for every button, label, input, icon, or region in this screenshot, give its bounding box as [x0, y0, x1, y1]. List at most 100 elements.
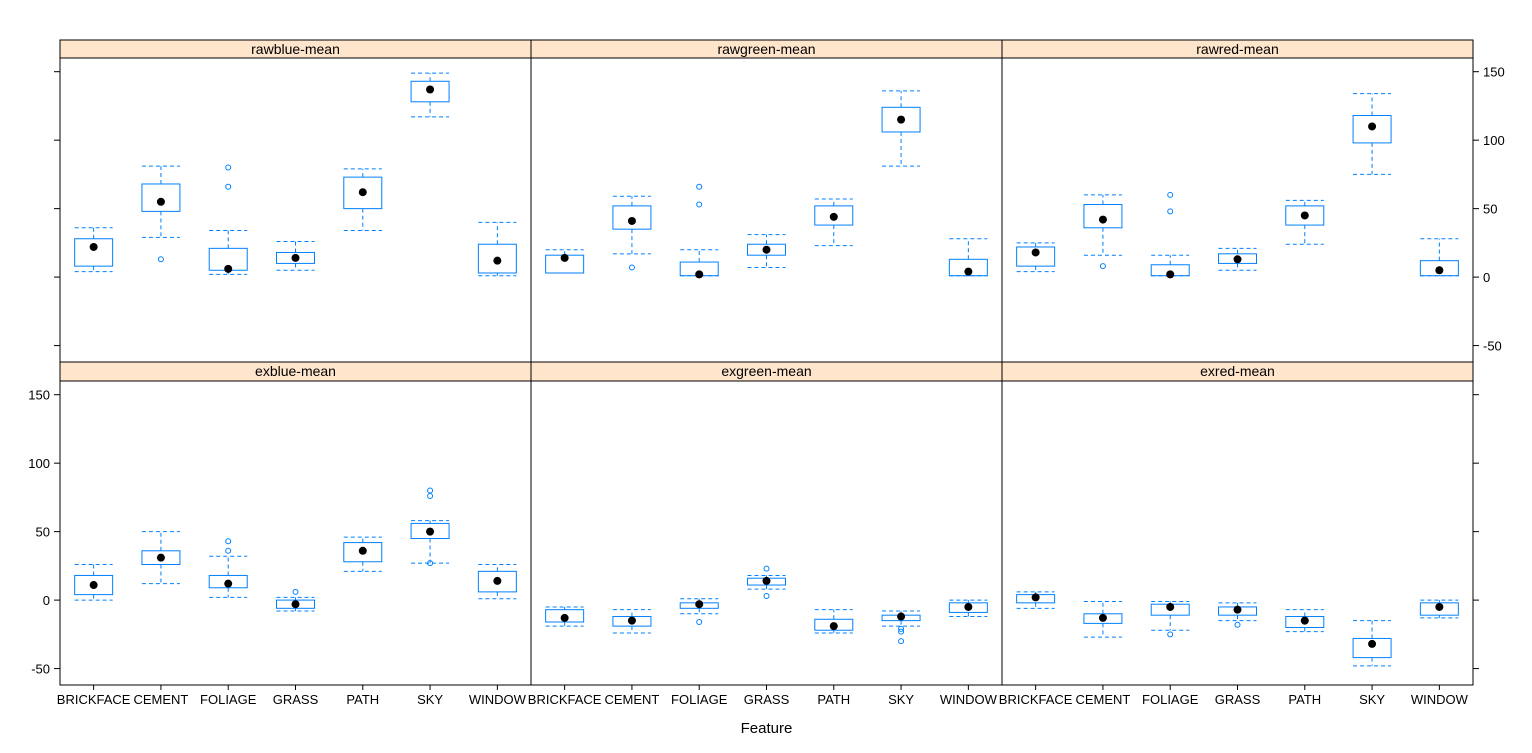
x-tick-label: SKY	[417, 692, 443, 707]
panel-title: rawred-mean	[1196, 41, 1278, 57]
outlier-point	[292, 588, 299, 595]
box-iqr	[141, 183, 181, 212]
median-dot	[291, 253, 300, 262]
x-tick-label: GRASS	[1215, 692, 1261, 707]
box-iqr	[1419, 602, 1459, 616]
outlier-point	[225, 183, 232, 190]
median-dot	[89, 581, 98, 590]
median-dot	[964, 602, 973, 611]
median-dot	[1300, 616, 1309, 625]
median-dot	[695, 600, 704, 609]
median-dot	[897, 612, 906, 621]
median-dot	[493, 576, 502, 585]
box-iqr	[1352, 115, 1392, 144]
outlier-point	[1234, 621, 1241, 628]
median-dot	[1098, 215, 1107, 224]
outlier-point	[225, 538, 232, 545]
box-iqr	[881, 106, 921, 133]
median-dot	[695, 270, 704, 279]
median-dot	[358, 546, 367, 555]
median-dot	[762, 245, 771, 254]
median-dot	[493, 256, 502, 265]
outlier-point	[763, 592, 770, 599]
median-dot	[829, 212, 838, 221]
panel-title: exgreen-mean	[721, 363, 811, 379]
box-iqr	[276, 599, 315, 609]
panel-title: exblue-mean	[255, 363, 336, 379]
median-dot	[1368, 639, 1377, 648]
median-dot	[1368, 122, 1377, 131]
outlier-point	[225, 164, 232, 171]
x-tick-label: GRASS	[744, 692, 790, 707]
x-axis-title: Feature	[741, 720, 793, 737]
box-iqr	[1083, 613, 1123, 624]
box-iqr	[74, 574, 114, 596]
median-dot	[1031, 593, 1040, 602]
y-tick-label: 150	[1483, 65, 1505, 80]
box-iqr	[74, 238, 114, 267]
y-tick-label: 50	[1483, 202, 1497, 217]
panel-border	[59, 57, 532, 363]
box-iqr	[1285, 616, 1325, 628]
box-iqr	[343, 176, 383, 210]
x-tick-label: FOLIAGE	[671, 692, 728, 707]
outlier-point	[898, 625, 905, 632]
y-tick-label: 50	[36, 525, 50, 540]
box-iqr	[477, 570, 517, 593]
outlier-point	[898, 638, 905, 645]
median-dot	[156, 197, 165, 206]
outlier-point	[763, 565, 770, 572]
median-dot	[156, 553, 165, 562]
median-dot	[426, 85, 435, 94]
box-iqr	[276, 251, 315, 264]
box-iqr	[612, 616, 652, 627]
outlier-point	[225, 547, 232, 554]
median-dot	[224, 579, 233, 588]
box-iqr	[141, 550, 181, 565]
x-tick-label: PATH	[817, 692, 850, 707]
x-tick-label: SKY	[1359, 692, 1385, 707]
x-tick-label: CEMENT	[133, 692, 188, 707]
outlier-point	[427, 493, 434, 500]
box-iqr	[747, 243, 786, 256]
x-tick-label: WINDOW	[940, 692, 998, 707]
y-tick-label: 0	[1483, 270, 1490, 285]
median-dot	[1166, 270, 1175, 279]
outlier-point	[696, 183, 703, 190]
x-tick-label: WINDOW	[469, 692, 527, 707]
outlier-point	[696, 201, 703, 208]
median-dot	[897, 115, 906, 124]
median-dot	[1300, 211, 1309, 220]
panel-border	[1001, 380, 1474, 686]
box-iqr	[1218, 253, 1257, 264]
median-dot	[426, 527, 435, 536]
y-tick-label: -50	[31, 662, 50, 677]
median-dot	[1233, 255, 1242, 264]
median-dot	[1435, 602, 1444, 611]
x-tick-label: BRICKFACE	[528, 692, 602, 707]
box-iqr	[814, 205, 854, 226]
x-tick-label: FOLIAGE	[1142, 692, 1199, 707]
box-iqr	[1083, 204, 1123, 229]
panel-border	[530, 380, 1003, 686]
outlier-point	[427, 487, 434, 494]
panel-title: rawblue-mean	[251, 41, 340, 57]
panel-border	[1001, 57, 1474, 363]
median-dot	[829, 622, 838, 631]
box-iqr	[814, 618, 854, 631]
median-dot	[358, 188, 367, 197]
x-tick-label: FOLIAGE	[200, 692, 257, 707]
x-tick-label: WINDOW	[1411, 692, 1469, 707]
outlier-point	[1167, 191, 1174, 198]
x-tick-label: BRICKFACE	[57, 692, 131, 707]
box-iqr	[1419, 260, 1459, 277]
x-tick-label: PATH	[346, 692, 379, 707]
panel-border	[59, 380, 532, 686]
x-tick-label: SKY	[888, 692, 914, 707]
x-tick-label: CEMENT	[1075, 692, 1130, 707]
outlier-point	[1167, 631, 1174, 638]
median-dot	[1031, 248, 1040, 257]
panel-title: exred-mean	[1200, 363, 1275, 379]
median-dot	[1233, 605, 1242, 614]
